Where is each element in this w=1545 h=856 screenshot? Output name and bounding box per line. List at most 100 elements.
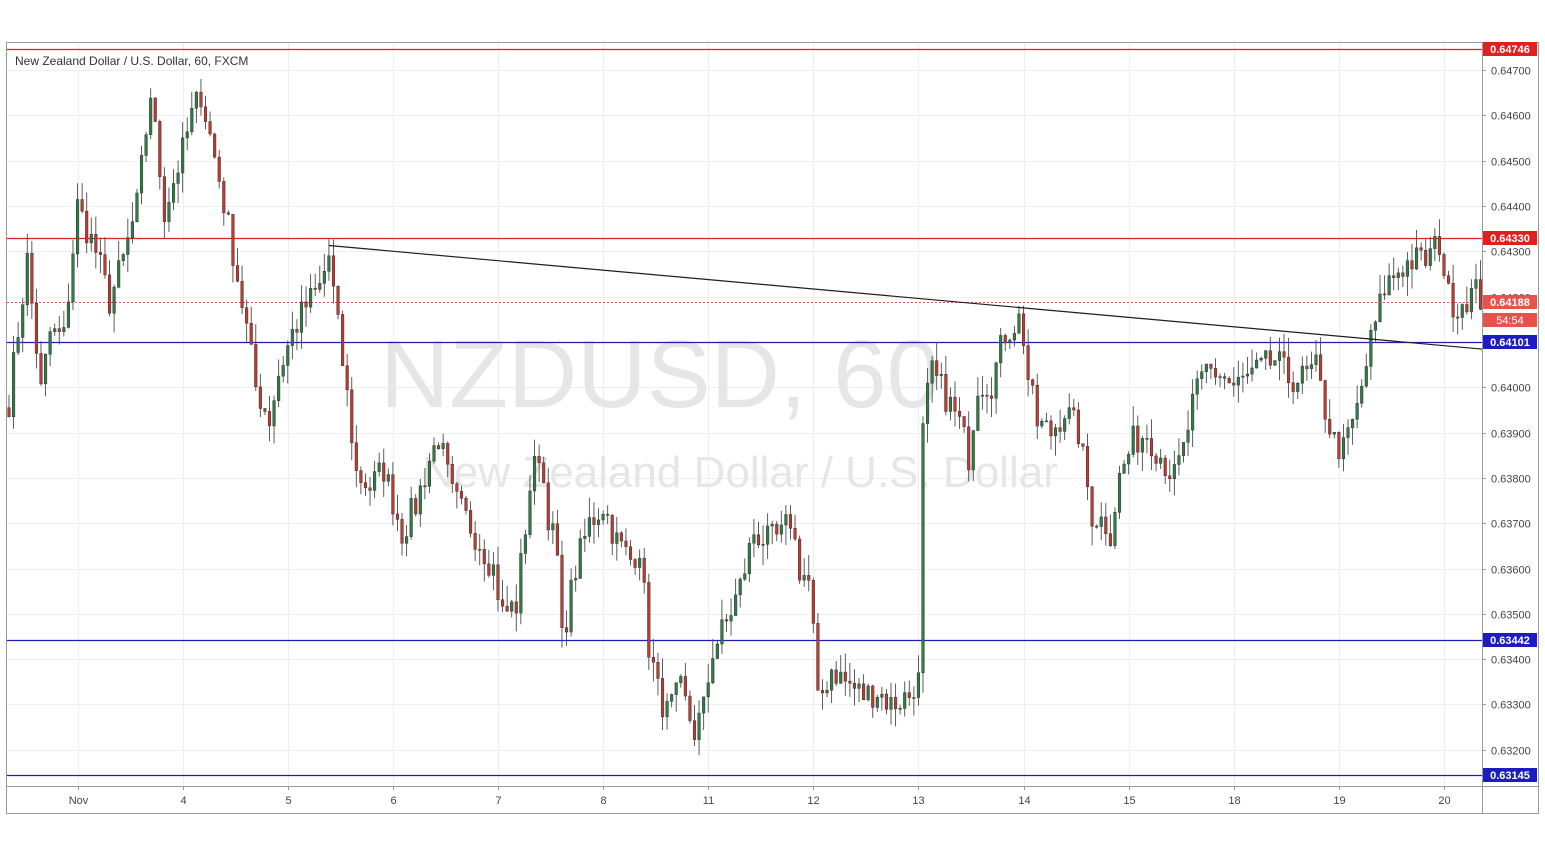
horizontal-levels[interactable] bbox=[7, 48, 1482, 777]
candle-body bbox=[971, 430, 975, 471]
candle-body bbox=[688, 695, 692, 721]
candle-body bbox=[418, 485, 422, 515]
candle-body bbox=[596, 519, 601, 525]
candle-body bbox=[1255, 359, 1259, 369]
current-price-badge-bg bbox=[1483, 295, 1537, 309]
candle-body bbox=[889, 697, 893, 710]
candle-body bbox=[875, 696, 879, 708]
candle-body bbox=[848, 680, 852, 684]
level-badge-bg bbox=[1483, 42, 1537, 56]
candle-body bbox=[1346, 427, 1350, 438]
candle-body bbox=[48, 331, 52, 355]
candle-body bbox=[1012, 333, 1016, 341]
candle-body bbox=[1410, 260, 1414, 270]
candle-body bbox=[651, 657, 655, 663]
candle-body bbox=[1113, 512, 1117, 546]
candle-body bbox=[107, 274, 112, 314]
candle-body bbox=[66, 301, 70, 328]
candle-body bbox=[1328, 419, 1332, 435]
candle-body bbox=[706, 682, 710, 698]
candle-body bbox=[1309, 364, 1314, 369]
candle-body bbox=[1140, 438, 1144, 453]
candle-body bbox=[1291, 382, 1295, 392]
candle-body bbox=[1469, 288, 1473, 313]
level-badge-label: 0.64746 bbox=[1490, 44, 1530, 56]
candle-body bbox=[391, 474, 395, 515]
candle-body bbox=[194, 91, 198, 109]
candle-body bbox=[1478, 279, 1483, 310]
candle-body bbox=[450, 463, 454, 484]
candle-body bbox=[1264, 350, 1268, 359]
candle-body bbox=[1017, 313, 1021, 334]
price-tick-label: 0.63400 bbox=[1491, 655, 1531, 667]
candle-body bbox=[761, 544, 765, 546]
candle-body bbox=[1223, 376, 1227, 379]
candle-body bbox=[935, 360, 939, 376]
candle-body bbox=[469, 510, 473, 534]
candle-body bbox=[1081, 443, 1085, 447]
candle-body bbox=[473, 533, 477, 550]
candle-body bbox=[350, 389, 354, 444]
candle-body bbox=[377, 462, 381, 472]
price-tick-label: 0.63800 bbox=[1491, 474, 1531, 486]
candle-body bbox=[683, 676, 687, 697]
price-tick-label: 0.63300 bbox=[1491, 700, 1531, 712]
candle-body bbox=[1026, 345, 1030, 380]
candle-body bbox=[1424, 249, 1428, 266]
candle-body bbox=[258, 386, 262, 409]
time-axis[interactable]: Nov 4 5 6 7 8 11 12 13 14 15 18 19 20 bbox=[69, 786, 1451, 807]
candle-body bbox=[1186, 429, 1190, 443]
candle-body bbox=[464, 497, 468, 511]
candle-body bbox=[775, 523, 779, 535]
candle-body bbox=[930, 360, 934, 384]
candle-body bbox=[898, 708, 902, 710]
candle-body bbox=[181, 137, 185, 174]
candle-body bbox=[1378, 293, 1382, 323]
candle-body bbox=[1204, 363, 1208, 372]
candle-body bbox=[1163, 457, 1167, 477]
candle-body bbox=[926, 382, 930, 424]
candle-body bbox=[779, 524, 783, 535]
candle-body bbox=[994, 362, 998, 399]
candle-body bbox=[1131, 425, 1135, 455]
candle-body bbox=[811, 580, 815, 624]
candle-body bbox=[830, 669, 834, 691]
trendline[interactable] bbox=[328, 244, 1495, 351]
candle-body bbox=[1063, 418, 1067, 432]
candle-body bbox=[1437, 236, 1441, 255]
candle-body bbox=[185, 131, 189, 139]
candle-body bbox=[807, 575, 811, 581]
candle-body bbox=[1332, 431, 1336, 435]
candle-body bbox=[1021, 313, 1026, 346]
candle-body bbox=[217, 156, 221, 182]
candle-body bbox=[1268, 350, 1272, 366]
candle-body bbox=[98, 252, 102, 255]
candle-body bbox=[793, 527, 797, 540]
candle-body bbox=[30, 252, 34, 304]
level-badge-label: 0.64330 bbox=[1490, 233, 1530, 245]
candle-body bbox=[907, 692, 911, 698]
candle-body bbox=[1296, 382, 1300, 392]
candle-body bbox=[1401, 272, 1405, 277]
candle-body bbox=[1227, 378, 1231, 384]
candle-body bbox=[1383, 293, 1387, 296]
candle-body bbox=[1419, 247, 1423, 251]
candle-body bbox=[528, 490, 532, 535]
candle-body bbox=[660, 678, 665, 718]
candle-body bbox=[427, 460, 431, 487]
candle-body bbox=[57, 328, 61, 332]
time-tick-label: 11 bbox=[703, 795, 714, 807]
price-tick-label: 0.63200 bbox=[1491, 746, 1531, 758]
candle-body bbox=[670, 694, 674, 702]
candle-body bbox=[368, 487, 372, 491]
candle-body bbox=[514, 601, 518, 614]
candles bbox=[7, 78, 1505, 756]
candle-body bbox=[89, 233, 93, 244]
price-tick-label: 0.64700 bbox=[1491, 66, 1531, 78]
candle-body bbox=[884, 693, 888, 710]
candle-body bbox=[816, 623, 820, 691]
candle-body bbox=[1195, 378, 1199, 395]
candle-body bbox=[16, 337, 20, 353]
candle-body bbox=[345, 365, 349, 391]
candle-body bbox=[1305, 365, 1309, 369]
